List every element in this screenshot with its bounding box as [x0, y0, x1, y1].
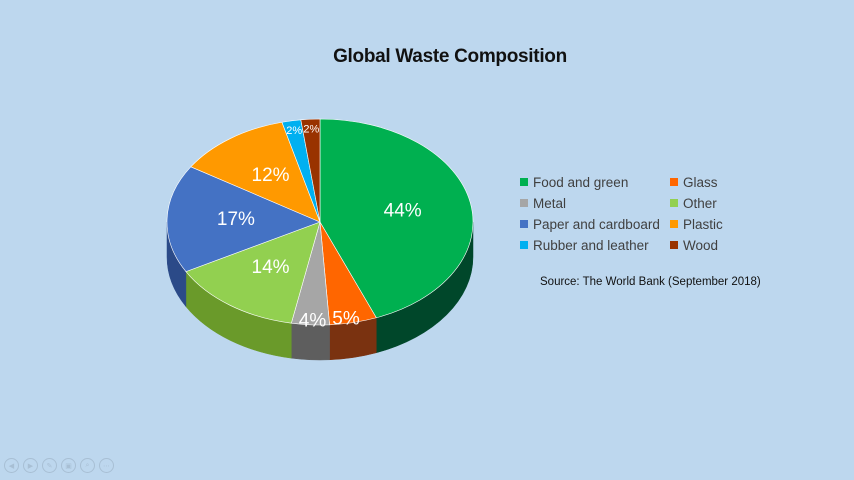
legend-label: Food and green — [533, 174, 629, 190]
pie-slice-wood — [300, 118, 321, 223]
legend-swatch — [520, 178, 528, 186]
prev-slide-icon[interactable]: ◀ — [4, 458, 19, 473]
legend-swatch — [670, 178, 678, 186]
data-label-rubber-and-leather: 2% — [286, 125, 302, 137]
pie-slices — [166, 118, 474, 326]
data-label-metal: 4% — [299, 310, 327, 331]
data-label-food-and-green: 44% — [384, 200, 422, 221]
pie-slice-plastic — [190, 121, 321, 223]
zoom-icon[interactable]: ⌕ — [80, 458, 95, 473]
legend-label: Paper and cardboard — [533, 216, 660, 232]
legend-swatch — [670, 199, 678, 207]
pie-slice-food-and-green — [319, 118, 474, 319]
legend-label: Other — [683, 195, 717, 211]
legend-item-food-and-green: Food and green — [520, 173, 670, 191]
pie-slice-paper-and-cardboard — [166, 166, 321, 272]
legend-label: Glass — [683, 174, 718, 190]
legend-swatch — [520, 220, 528, 228]
data-label-glass: 5% — [332, 309, 360, 330]
data-label-paper-and-cardboard: 17% — [217, 209, 255, 230]
data-label-plastic: 12% — [252, 165, 290, 186]
legend-item-glass: Glass — [670, 173, 760, 191]
legend-label: Plastic — [683, 216, 723, 232]
slides-icon[interactable]: ▣ — [61, 458, 76, 473]
legend-item-rubber-and-leather: Rubber and leather — [520, 236, 670, 254]
legend-swatch — [670, 241, 678, 249]
chart-title: Global Waste Composition — [333, 46, 567, 67]
legend-swatch — [670, 220, 678, 228]
chart-legend: Food and green Glass Metal Other Paper and c… — [520, 173, 760, 254]
legend-label: Metal — [533, 195, 567, 211]
slide-nav-controls: ◀ ▶ ✎ ▣ ⌕ ⋯ — [4, 458, 114, 473]
pie-data-labels: 44% 5%4% 14% 17% 12% 2% 2% — [217, 123, 422, 331]
chart-source: Source: The World Bank (September 2018) — [540, 276, 761, 288]
pie-slice-other — [185, 221, 321, 324]
data-label-wood: 2% — [303, 123, 319, 135]
pie-sides — [166, 221, 474, 361]
legend-label: Wood — [683, 237, 719, 253]
legend-item-paper-and-cardboard: Paper and cardboard — [520, 215, 670, 233]
pen-icon[interactable]: ✎ — [42, 458, 57, 473]
data-label-other: 14% — [252, 257, 290, 278]
legend-label: Rubber and leather — [533, 237, 649, 253]
legend-swatch — [520, 199, 528, 207]
legend-item-plastic: Plastic — [670, 215, 760, 233]
legend-swatch — [520, 241, 528, 249]
next-slide-icon[interactable]: ▶ — [23, 458, 38, 473]
more-icon[interactable]: ⋯ — [99, 458, 114, 473]
legend-item-other: Other — [670, 194, 760, 212]
legend-item-metal: Metal — [520, 194, 670, 212]
legend-item-wood: Wood — [670, 236, 760, 254]
